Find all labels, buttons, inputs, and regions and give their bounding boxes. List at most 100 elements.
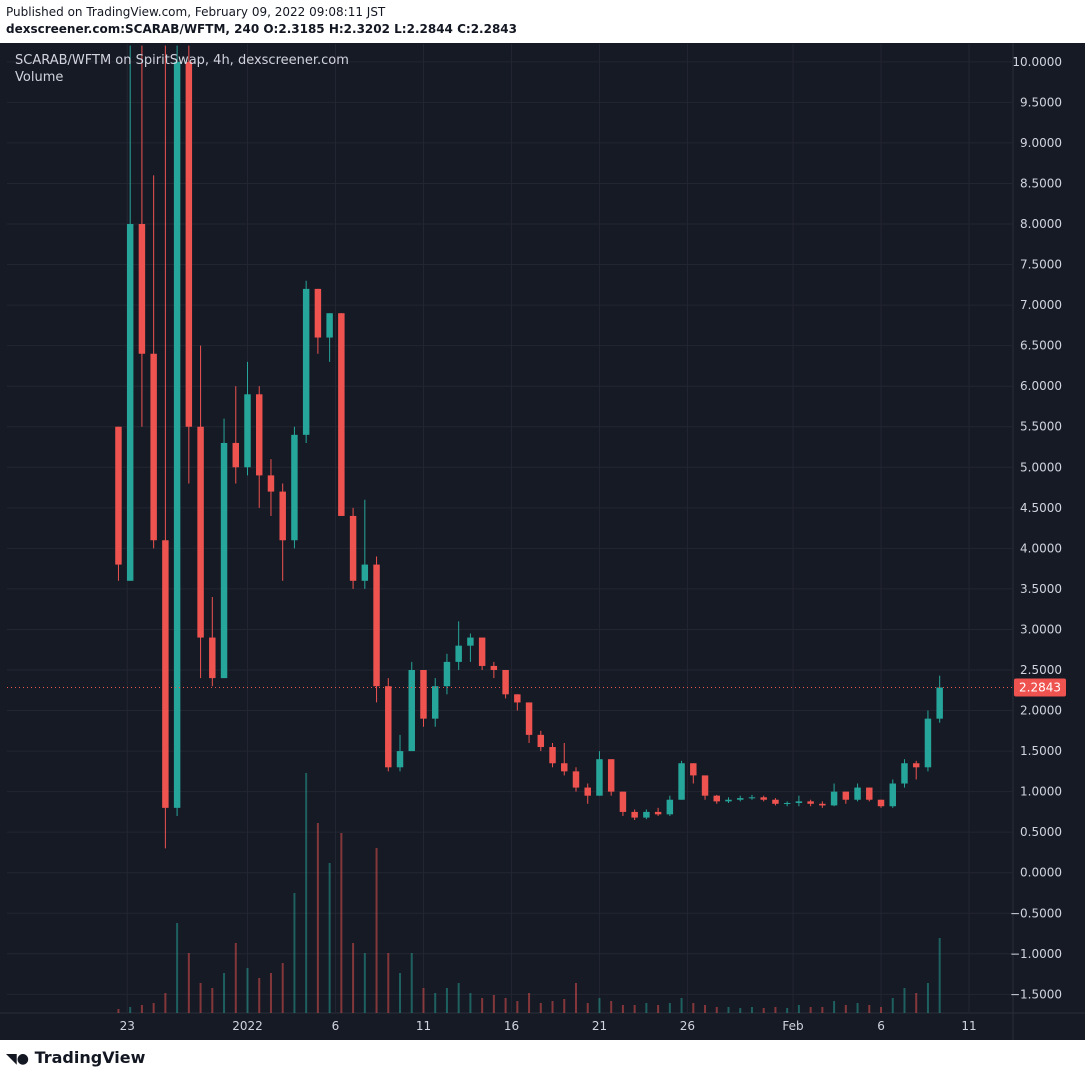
y-tick-label: 3.0000	[1020, 622, 1062, 636]
candle-body	[232, 442, 239, 468]
y-tick-label: 7.0000	[1020, 298, 1062, 312]
volume-bar	[844, 1005, 847, 1013]
candle-body	[877, 799, 885, 807]
volume-bar	[704, 1005, 707, 1013]
volume-bar	[422, 988, 425, 1013]
y-tick-label: −1.0000	[1010, 947, 1062, 961]
volume-bar	[586, 1003, 589, 1013]
candle-body	[338, 313, 345, 516]
candle-body	[901, 763, 908, 784]
y-tick-label: 9.0000	[1020, 136, 1062, 150]
volume-bar	[258, 978, 261, 1013]
volume-bar	[762, 1008, 765, 1013]
volume-bar	[340, 833, 343, 1013]
candle-body	[197, 426, 204, 638]
candle-body	[830, 791, 838, 806]
volume-bar	[387, 953, 390, 1013]
candle-body	[431, 686, 439, 719]
volume-bar	[563, 999, 566, 1013]
candle-body	[209, 637, 216, 679]
y-tick-label: 4.5000	[1020, 501, 1062, 515]
candle-body	[807, 801, 814, 804]
candle-body	[725, 799, 732, 802]
volume-bar	[352, 943, 355, 1013]
candle-body	[267, 475, 275, 492]
x-tick-label: 21	[592, 1019, 607, 1033]
volume-bar	[645, 1003, 648, 1013]
x-tick-label: 11	[416, 1019, 431, 1033]
candle-body	[596, 759, 603, 796]
x-tick-label: 23	[120, 1019, 135, 1033]
y-tick-label: 1.0000	[1020, 785, 1062, 799]
volume-bar	[187, 953, 190, 1013]
volume-bar	[504, 998, 507, 1013]
x-tick-label: 26	[680, 1019, 695, 1033]
candle-body	[126, 224, 134, 581]
candle-body	[701, 775, 709, 796]
brand-logo: ◥● TradingView	[6, 1048, 145, 1067]
volume-bar	[305, 773, 308, 1013]
y-tick-label: 2.5000	[1020, 663, 1062, 677]
candle-body	[889, 783, 896, 807]
candle-body	[455, 645, 462, 662]
candle-body	[607, 759, 615, 792]
candle-body	[291, 434, 298, 541]
candle-body	[302, 288, 310, 435]
last-price-label: 2.2843	[1019, 680, 1061, 694]
candle-body	[514, 694, 521, 703]
volume-bar	[199, 983, 202, 1013]
volume-bar	[539, 1003, 542, 1013]
x-tick-label: 11	[961, 1019, 976, 1033]
y-tick-label: 1.5000	[1020, 744, 1062, 758]
candle-body	[349, 515, 357, 581]
volume-bar	[410, 953, 413, 1013]
volume-bar	[692, 1003, 695, 1013]
volume-bar	[445, 988, 448, 1013]
volume-bar	[293, 893, 296, 1013]
candle-body	[150, 353, 157, 541]
x-tick-label: 16	[504, 1019, 519, 1033]
volume-bar	[316, 823, 319, 1013]
candle-body	[572, 771, 580, 788]
candle-body	[619, 791, 627, 812]
volume-bar	[633, 1005, 636, 1013]
candle-body	[666, 799, 674, 815]
candle-body	[361, 564, 369, 581]
candle-body	[173, 61, 181, 808]
volume-bar	[176, 923, 179, 1013]
candle-body	[467, 637, 474, 646]
volume-bar	[492, 995, 495, 1013]
volume-bar	[938, 938, 941, 1013]
y-tick-label: 0.0000	[1020, 866, 1062, 880]
candle-body	[408, 669, 415, 752]
candle-body	[326, 313, 333, 338]
y-tick-label: −0.5000	[1010, 906, 1062, 920]
volume-bar	[598, 998, 601, 1013]
y-tick-label: 10.0000	[1012, 55, 1062, 69]
candle-body	[654, 811, 662, 815]
volume-bar	[868, 1005, 871, 1013]
volume-bar	[399, 973, 402, 1013]
candle-body	[690, 763, 697, 776]
volume-bar	[363, 953, 366, 1013]
volume-bar	[516, 1001, 519, 1013]
candle-body	[713, 795, 720, 802]
candle-body	[924, 718, 932, 768]
volume-bar	[915, 993, 918, 1013]
candle-body	[842, 791, 850, 800]
y-tick-label: 8.0000	[1020, 217, 1062, 231]
symbol-line: dexscreener.com:SCARAB/WFTM, 240 O:2.318…	[6, 22, 517, 36]
volume-bar	[668, 1003, 671, 1013]
volume-bar	[680, 998, 683, 1013]
published-line: Published on TradingView.com, February 0…	[6, 5, 386, 19]
candle-body	[502, 669, 509, 695]
candle-body	[549, 747, 556, 764]
candle-body	[373, 564, 380, 687]
volume-bar	[903, 988, 906, 1013]
volume-bar	[856, 1003, 859, 1013]
volume-bar	[750, 1007, 753, 1013]
candle-body	[314, 288, 322, 338]
candle-body	[396, 751, 404, 768]
volume-bar	[469, 993, 472, 1013]
volume-bar	[715, 1007, 718, 1013]
